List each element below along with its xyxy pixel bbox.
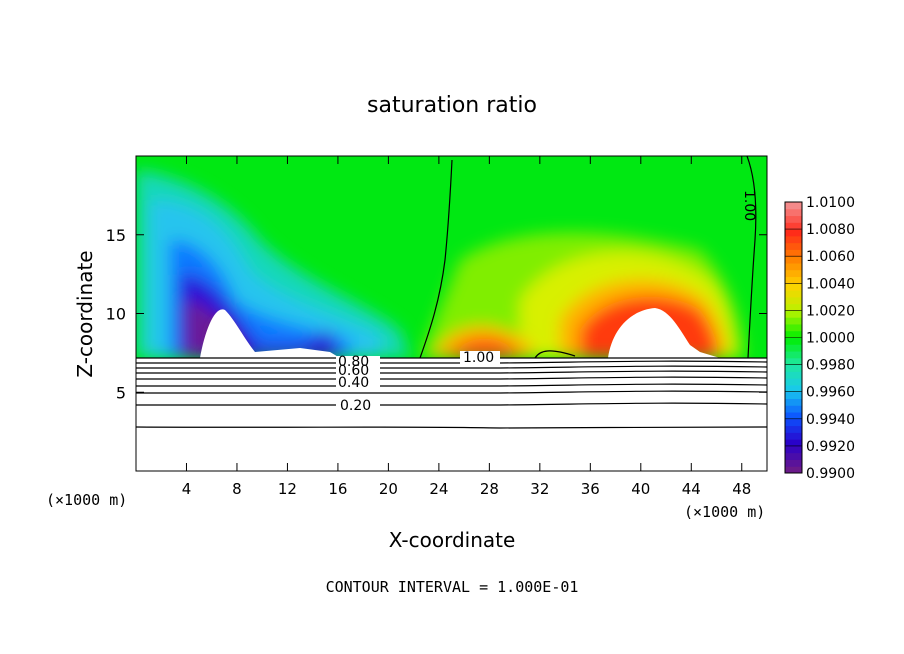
colorbar-tick-label: 0.9940	[806, 412, 855, 428]
x-unit-label-right: (×1000 m)	[684, 503, 765, 521]
x-tick-label: 12	[278, 480, 297, 498]
x-tick-label: 40	[631, 480, 650, 498]
colorbar-segment	[785, 351, 802, 359]
colorbar-segment	[785, 296, 802, 305]
y-axis-ticks: 5 10 15	[106, 226, 767, 402]
colorbar-tick-label: 1.0000	[806, 331, 855, 347]
y-axis-label: Z-coordinate	[73, 250, 97, 377]
colorbar-segment	[785, 283, 802, 291]
colorbar-segment	[785, 337, 802, 345]
x-axis-label: X-coordinate	[389, 528, 516, 552]
colorbar-segment	[785, 398, 802, 406]
colorbar-segment	[785, 418, 802, 427]
colorbar-tick-label: 1.0100	[806, 195, 855, 211]
colorbar-tick-label: 1.0060	[806, 249, 855, 265]
colorbar-segment	[785, 222, 802, 230]
contour-label: 1.00	[741, 190, 757, 221]
colorbar-segment	[785, 452, 802, 460]
colorbar-tick-label: 1.0080	[806, 222, 855, 238]
contour-lines	[136, 156, 767, 429]
x-tick-label: 32	[530, 480, 549, 498]
x-tick-label: 36	[581, 480, 600, 498]
x-tick-label: 20	[379, 480, 398, 498]
colorbar-segment	[785, 317, 802, 325]
colorbar-segment	[785, 202, 802, 210]
colorbar-segment	[785, 378, 802, 386]
chart-title: saturation ratio	[367, 93, 537, 118]
colorbar-segment	[785, 249, 802, 257]
colorbar-segment	[785, 330, 802, 338]
colorbar-tick-label: 0.9920	[806, 439, 855, 455]
colorbar-segment	[785, 215, 802, 223]
x-tick-label: 16	[328, 480, 347, 498]
colorbar-segment	[785, 303, 802, 311]
colorbar-segment	[785, 445, 802, 454]
x-tick-label: 8	[232, 480, 242, 498]
colorbar-segment	[785, 432, 802, 440]
colorbar-segment	[785, 439, 802, 447]
colorbar-segment	[785, 364, 802, 372]
colorbar-segment	[785, 242, 802, 250]
colorbar-segment	[785, 384, 802, 393]
colorbar-segment	[785, 391, 802, 399]
heatmap-field	[136, 156, 767, 471]
colorbar-segment	[785, 229, 802, 237]
contour-label: 0.60	[338, 363, 369, 379]
contour-label: 0.20	[340, 398, 371, 414]
left-mask	[200, 309, 340, 358]
x-tick-label: 44	[682, 480, 701, 498]
x-unit-label: (×1000 m)	[46, 491, 127, 509]
colorbar-tick-label: 0.9900	[806, 466, 855, 482]
colorbar-segment	[785, 269, 802, 278]
x-tick-label: 28	[480, 480, 499, 498]
colorbar-segment	[785, 235, 802, 244]
contour-labels: 0.80 0.60 0.40 0.20 1.00 1.00	[336, 190, 757, 414]
colorbar-segment	[785, 405, 802, 413]
colorbar-segment	[785, 276, 802, 284]
colorbar-segment	[785, 262, 802, 271]
colorbar-segment	[785, 344, 802, 352]
colorbar-segment	[785, 412, 802, 420]
x-axis-ticks: 4 8 12 16 20 24 28 32 36 40 44 48	[182, 156, 751, 498]
colorbar: 1.0100 1.0080 1.0060 1.0040 1.0020 1.0000 0.99…	[784, 195, 855, 482]
colorbar-segment	[785, 371, 802, 379]
colorbar-segment	[785, 290, 802, 298]
y-tick-label: 15	[106, 226, 126, 245]
colorbar-tick-label: 0.9960	[806, 385, 855, 401]
colorbar-segment	[785, 459, 802, 467]
colorbar-segment	[785, 208, 802, 217]
colorbar-segment	[785, 323, 802, 332]
colorbar-tick-label: 1.0040	[806, 276, 855, 292]
colorbar-segment	[785, 466, 802, 474]
contour-interval-note: CONTOUR INTERVAL = 1.000E-01	[326, 578, 579, 596]
colorbar-segment	[785, 256, 802, 264]
colorbar-segment	[785, 425, 802, 433]
colorbar-tick-label: 0.9980	[806, 358, 855, 374]
y-tick-label: 5	[116, 383, 126, 402]
contour-label: 0.40	[338, 375, 369, 391]
colorbar-segment	[785, 357, 802, 366]
contour-label: 1.00	[463, 350, 494, 366]
colorbar-tick-label: 1.0020	[806, 303, 855, 319]
right-mask	[608, 308, 720, 358]
x-tick-label: 48	[732, 480, 751, 498]
y-tick-label: 10	[106, 305, 126, 324]
x-tick-label: 4	[182, 480, 192, 498]
x-tick-label: 24	[429, 480, 448, 498]
colorbar-segment	[785, 310, 802, 318]
